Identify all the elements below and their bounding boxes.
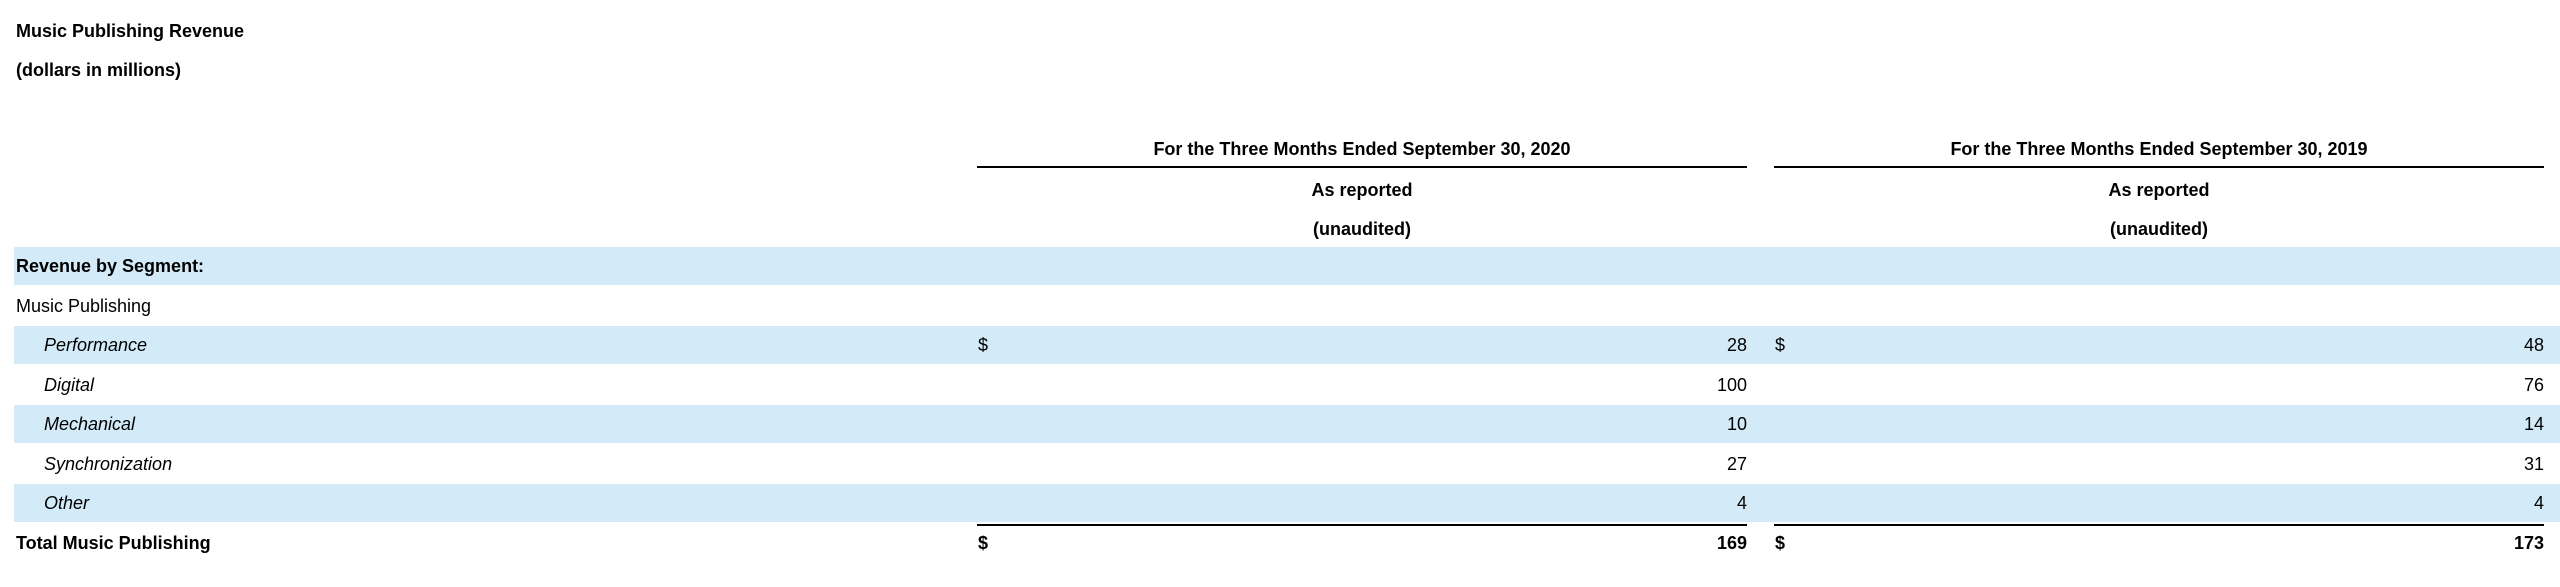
column-header-2019-basis: As reported [2108, 180, 2210, 200]
currency-symbol-2020: $ [978, 335, 989, 355]
value-2019: 14 [2523, 414, 2544, 434]
section-label: Revenue by Segment: [16, 256, 205, 276]
value-2019: 76 [2523, 375, 2544, 395]
column-header-2019-period: For the Three Months Ended September 30,… [1774, 136, 2544, 168]
row-label: Synchronization [44, 454, 173, 474]
section-header-row: Revenue by Segment: [14, 247, 2560, 285]
value-2019: 4 [2533, 493, 2544, 513]
row-label: Digital [44, 375, 95, 395]
currency-symbol-2019: $ [1775, 533, 1786, 553]
column-header-2020-basis: As reported [1311, 180, 1413, 200]
total-rule-2019 [1774, 524, 2544, 526]
column-header-2020-period: For the Three Months Ended September 30,… [977, 136, 1747, 168]
value-2019: 48 [2523, 335, 2544, 355]
currency-symbol-2019: $ [1775, 335, 1786, 355]
total-row: Total Music Publishing $ 169 $ 173 [14, 524, 2560, 564]
column-header-2020-status: (unaudited) [1313, 219, 1411, 239]
currency-symbol-2020: $ [978, 533, 989, 553]
total-label: Total Music Publishing [16, 533, 211, 553]
total-rule-2020 [977, 524, 1747, 526]
table-row: Performance $ 28 $ 48 [14, 326, 2560, 364]
column-header-2019-status: (unaudited) [2110, 219, 2208, 239]
value-2019: 31 [2523, 454, 2544, 474]
table-subtitle: (dollars in millions) [16, 60, 182, 80]
table-row: Digital 100 76 [14, 366, 2560, 404]
value-2020: 10 [1726, 414, 1747, 434]
row-label: Other [44, 493, 90, 513]
value-2020: 100 [1716, 375, 1747, 395]
table-row: Other 4 4 [14, 484, 2560, 522]
value-2020: 28 [1726, 335, 1747, 355]
table-title: Music Publishing Revenue [16, 21, 245, 41]
row-label: Performance [44, 335, 148, 355]
value-2020: 27 [1726, 454, 1747, 474]
table-row: Mechanical 10 14 [14, 405, 2560, 443]
total-value-2019: 173 [2513, 533, 2544, 553]
table-row: Synchronization 27 31 [14, 445, 2560, 483]
value-2020: 4 [1736, 493, 1747, 513]
segment-header-row: Music Publishing [14, 287, 2560, 325]
row-label: Mechanical [44, 414, 136, 434]
segment-label: Music Publishing [16, 296, 152, 316]
total-value-2020: 169 [1716, 533, 1747, 553]
